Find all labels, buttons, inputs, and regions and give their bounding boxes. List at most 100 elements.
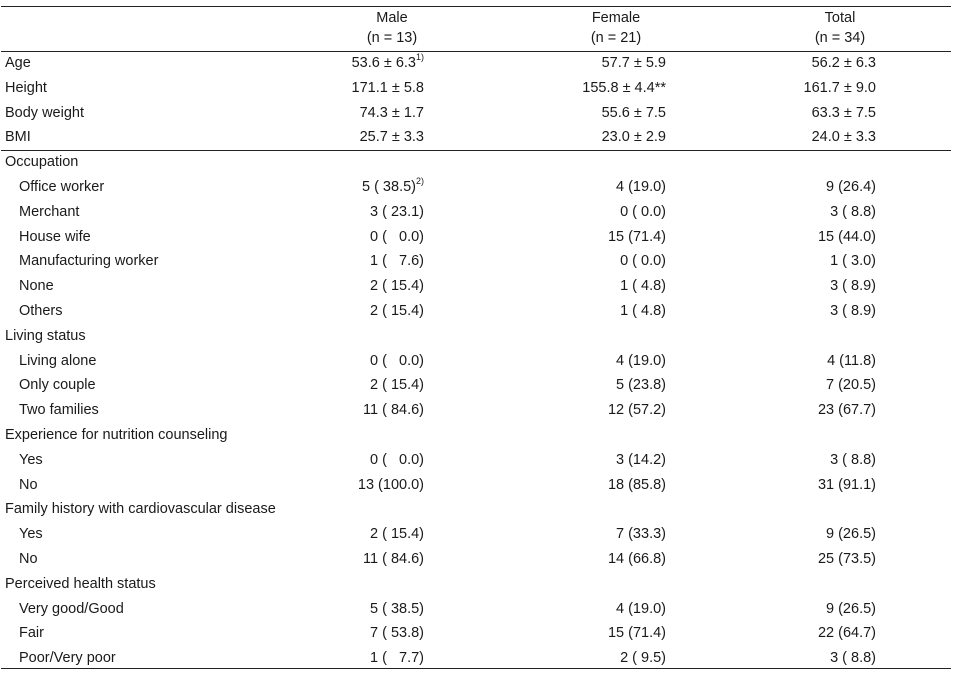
table-row: House wife 0 ( 0.0) 15 (71.4) 15 (44.0) bbox=[0, 225, 956, 250]
table-row: No 11 ( 84.6) 14 (66.8) 25 (73.5) bbox=[0, 547, 956, 572]
table-row: Perceived health status bbox=[0, 572, 956, 597]
cell-text: 15 (71.4) bbox=[607, 625, 666, 642]
cell-value: 11 ( 84.6) bbox=[363, 398, 424, 423]
cell-text: 2 ( 9.5) bbox=[620, 650, 666, 667]
cell-text: 7 ( 53.8) bbox=[370, 625, 424, 642]
column-n: (n = 13) bbox=[366, 30, 418, 46]
top-rule bbox=[1, 6, 951, 7]
table-row: Poor/Very poor 1 ( 7.7) 2 ( 9.5) 3 ( 8.8) bbox=[0, 646, 956, 671]
cell-value: 11 ( 84.6) bbox=[363, 547, 424, 572]
row-label: None bbox=[19, 278, 54, 295]
cell-value: 22 (64.7) bbox=[818, 621, 876, 646]
cell-value: 14 (66.8) bbox=[608, 547, 666, 572]
cell-text: 55.6 ± 7.5 bbox=[601, 104, 666, 121]
cell-text: 2 ( 15.4) bbox=[370, 303, 424, 319]
cell-text: 5 ( 38.5) bbox=[361, 179, 416, 195]
cell-value: 4 (19.0) bbox=[616, 349, 666, 374]
cell-text: 2 ( 15.4) bbox=[370, 377, 424, 394]
cell-value: 55.6 ± 7.5 bbox=[602, 101, 666, 126]
cell-text: 3 ( 23.1) bbox=[370, 203, 424, 220]
cell-value: 5 ( 38.5) bbox=[370, 597, 424, 622]
row-label: Experience for nutrition counseling bbox=[5, 427, 228, 443]
row-label: Body weight bbox=[5, 104, 84, 121]
cell-text: 11 ( 84.6) bbox=[363, 402, 424, 419]
table-row: Height 171.1 ± 5.8 155.8 ± 4.4** 161.7 ± 9.… bbox=[0, 76, 956, 101]
cell-text: 74.3 ± 1.7 bbox=[359, 104, 424, 121]
cell-value: 3 ( 8.9) bbox=[830, 299, 876, 324]
row-label: Fair bbox=[19, 625, 44, 642]
table-row: Living status bbox=[0, 324, 956, 349]
cell-text: 2 ( 15.4) bbox=[370, 278, 424, 295]
table-row: Office worker 5 ( 38.5)2) 4 (19.0) 9 (26.4) bbox=[0, 175, 956, 200]
row-label: Yes bbox=[19, 451, 43, 468]
cell-value: 13 (100.0) bbox=[358, 473, 424, 498]
cell-value: 74.3 ± 1.7 bbox=[360, 101, 424, 126]
cell-text: 13 (100.0) bbox=[357, 476, 424, 493]
cell-text: 56.2 ± 6.3 bbox=[811, 55, 876, 71]
row-label: Two families bbox=[19, 402, 99, 419]
column-name: Total bbox=[824, 10, 856, 26]
cell-value: 2 ( 15.4) bbox=[370, 274, 424, 299]
cell-text: 9 (26.5) bbox=[826, 526, 876, 543]
row-label: Height bbox=[5, 79, 47, 96]
cell-text: 9 (26.4) bbox=[826, 179, 876, 195]
row-label: Age bbox=[5, 55, 31, 71]
cell-value: 0 ( 0.0) bbox=[370, 349, 424, 374]
cell-text: 7 (20.5) bbox=[826, 377, 876, 394]
table-row: Fair 7 ( 53.8) 15 (71.4) 22 (64.7) bbox=[0, 621, 956, 646]
cell-value: 7 (33.3) bbox=[616, 522, 666, 547]
cell-text: 31 (91.1) bbox=[817, 476, 876, 493]
cell-text: 25 (73.5) bbox=[817, 551, 876, 567]
table-row: Others 2 ( 15.4) 1 ( 4.8) 3 ( 8.9) bbox=[0, 299, 956, 324]
cell-value: 7 ( 53.8) bbox=[370, 621, 424, 646]
row-label: Perceived health status bbox=[5, 575, 156, 592]
cell-text: 155.8 ± 4.4** bbox=[582, 79, 666, 96]
cell-value: 3 ( 8.8) bbox=[830, 448, 876, 473]
footnote-marker: 1) bbox=[415, 52, 424, 63]
cell-text: 3 ( 8.9) bbox=[830, 303, 876, 319]
cell-value: 3 ( 8.9) bbox=[830, 274, 876, 299]
row-label: Very good/Good bbox=[19, 600, 124, 617]
cell-text: 23.0 ± 2.9 bbox=[601, 129, 666, 146]
cell-value: 9 (26.5) bbox=[826, 522, 876, 547]
row-label: Manufacturing worker bbox=[19, 253, 159, 270]
row-label: Yes bbox=[19, 526, 43, 543]
cell-value: 53.6 ± 6.31) bbox=[352, 51, 424, 76]
cell-text: 7 (33.3) bbox=[616, 526, 666, 543]
cell-value: 15 (71.4) bbox=[608, 225, 666, 250]
cell-value: 56.2 ± 6.3 bbox=[812, 51, 876, 76]
footnote-marker: 2) bbox=[415, 176, 424, 187]
cell-text: 171.1 ± 5.8 bbox=[351, 79, 424, 96]
cell-text: 3 ( 8.8) bbox=[830, 650, 876, 667]
table-row: Two families 11 ( 84.6) 12 (57.2) 23 (67.7) bbox=[0, 398, 956, 423]
cell-text: 22 (64.7) bbox=[817, 625, 876, 642]
cell-value: 5 ( 38.5)2) bbox=[362, 175, 424, 200]
cell-value: 3 ( 8.8) bbox=[830, 200, 876, 225]
cell-value: 3 (14.2) bbox=[616, 448, 666, 473]
cell-text: 12 (57.2) bbox=[607, 402, 666, 419]
cell-value: 15 (44.0) bbox=[818, 225, 876, 250]
cell-text: 1 ( 4.8) bbox=[620, 278, 666, 295]
cell-value: 5 (23.8) bbox=[616, 373, 666, 398]
row-label: No bbox=[19, 551, 38, 567]
row-label: Only couple bbox=[19, 377, 96, 394]
cell-value: 161.7 ± 9.0 bbox=[804, 76, 876, 101]
cell-text: 18 (85.8) bbox=[607, 476, 666, 493]
column-n: (n = 21) bbox=[590, 30, 642, 46]
cell-value: 9 (26.4) bbox=[826, 175, 876, 200]
cell-value: 2 ( 15.4) bbox=[370, 373, 424, 398]
cell-text: 14 (66.8) bbox=[607, 551, 666, 567]
table-row: None 2 ( 15.4) 1 ( 4.8) 3 ( 8.9) bbox=[0, 274, 956, 299]
cell-value: 2 ( 9.5) bbox=[620, 646, 666, 671]
table-row: Manufacturing worker 1 ( 7.6) 0 ( 0.0) 1 ( … bbox=[0, 249, 956, 274]
cell-text: 25.7 ± 3.3 bbox=[359, 129, 424, 146]
column-header-female: Female (n = 21) bbox=[496, 8, 736, 48]
cell-text: 4 (11.8) bbox=[827, 352, 876, 369]
bottom-rule bbox=[1, 668, 951, 669]
cell-value: 24.0 ± 3.3 bbox=[812, 125, 876, 150]
cell-text: 15 (71.4) bbox=[607, 228, 666, 245]
cell-text: 0 ( 0.0) bbox=[370, 451, 424, 468]
cell-text: 63.3 ± 7.5 bbox=[811, 104, 876, 121]
cell-text: 0 ( 0.0) bbox=[370, 352, 424, 369]
cell-text: 5 (23.8) bbox=[616, 377, 666, 394]
